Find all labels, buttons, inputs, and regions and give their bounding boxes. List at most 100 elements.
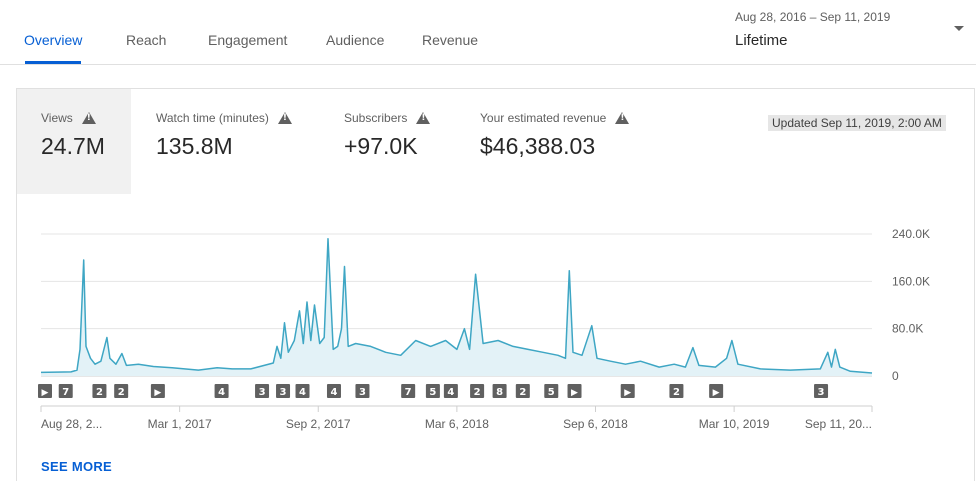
video-marker-label[interactable]: 2	[96, 387, 103, 398]
video-marker-box[interactable]	[620, 384, 635, 398]
analytics-tab-bar: Overview Reach Engagement Audience Reven…	[0, 0, 976, 65]
metric-tab-revenue[interactable]: Your estimated revenue $46,388.03	[455, 89, 655, 194]
video-marker[interactable]: 2	[114, 384, 129, 398]
x-tick-label: Mar 10, 2019	[699, 417, 770, 431]
warning-icon[interactable]	[615, 112, 630, 124]
video-marker-label[interactable]: 2	[519, 387, 526, 398]
video-marker[interactable]: 7	[401, 384, 416, 398]
video-marker-box[interactable]	[295, 384, 310, 398]
video-marker-label[interactable]: 2	[474, 387, 481, 398]
video-marker-box[interactable]	[492, 384, 507, 398]
video-marker-label[interactable]: 4	[330, 387, 337, 398]
video-marker-label[interactable]: 5	[548, 387, 555, 398]
video-marker[interactable]: ▶	[567, 384, 582, 398]
video-marker-box[interactable]	[443, 384, 458, 398]
video-marker-box[interactable]	[255, 384, 270, 398]
video-marker[interactable]: ▶	[38, 384, 52, 398]
video-marker-label[interactable]: ▶	[624, 388, 631, 398]
video-marker-label[interactable]: ▶	[154, 388, 161, 398]
metric-value: 24.7M	[41, 133, 105, 159]
video-marker-box[interactable]	[114, 384, 129, 398]
video-marker[interactable]: 3	[255, 384, 270, 398]
video-marker[interactable]: 5	[425, 384, 440, 398]
video-marker[interactable]: 2	[92, 384, 107, 398]
metric-tab-views[interactable]: Views 24.7M	[17, 89, 131, 194]
video-marker-box[interactable]	[709, 384, 724, 398]
video-marker-box[interactable]	[355, 384, 370, 398]
date-range-selector[interactable]: Lifetime	[735, 32, 788, 49]
video-marker-label[interactable]: 3	[818, 387, 825, 398]
x-tick-label: Mar 1, 2017	[148, 417, 212, 431]
video-marker-label[interactable]: ▶	[42, 388, 49, 398]
metric-value: 135.8M	[156, 133, 233, 159]
metric-label: Subscribers	[344, 111, 408, 125]
video-marker-label[interactable]: 5	[429, 387, 436, 398]
video-marker-box[interactable]	[515, 384, 530, 398]
video-marker[interactable]: 8	[492, 384, 507, 398]
video-marker[interactable]: 3	[814, 384, 829, 398]
video-marker-box[interactable]	[326, 384, 341, 398]
video-marker-label[interactable]: 2	[118, 387, 125, 398]
video-marker-box[interactable]	[92, 384, 107, 398]
video-marker-label[interactable]: 4	[299, 387, 306, 398]
video-marker-box[interactable]	[567, 384, 582, 398]
video-marker[interactable]: 3	[355, 384, 370, 398]
video-marker-label[interactable]: 4	[447, 387, 454, 398]
video-marker-box[interactable]	[669, 384, 684, 398]
video-marker-label[interactable]: ▶	[713, 388, 720, 398]
tab-overview[interactable]: Overview	[24, 32, 83, 48]
video-marker-box[interactable]	[150, 384, 165, 398]
tab-revenue[interactable]: Revenue	[422, 32, 479, 48]
chevron-down-icon[interactable]	[954, 26, 964, 31]
video-marker-label[interactable]: 3	[280, 387, 287, 398]
video-marker-label[interactable]: ▶	[571, 388, 578, 398]
video-marker[interactable]: 7	[58, 384, 73, 398]
video-marker[interactable]: 2	[515, 384, 530, 398]
video-marker[interactable]: 5	[544, 384, 559, 398]
video-marker-box[interactable]	[38, 384, 52, 398]
x-tick-label: Mar 6, 2018	[425, 417, 489, 431]
video-marker-box[interactable]	[814, 384, 829, 398]
tab-engagement[interactable]: Engagement	[208, 32, 288, 48]
video-marker-box[interactable]	[401, 384, 416, 398]
video-marker[interactable]: 2	[470, 384, 485, 398]
see-more-link[interactable]: SEE MORE	[41, 459, 113, 474]
video-marker-label[interactable]: 3	[359, 387, 366, 398]
video-marker[interactable]: ▶	[150, 384, 165, 398]
video-marker[interactable]: 3	[276, 384, 291, 398]
metric-tab-watch-time[interactable]: Watch time (minutes) 135.8M	[131, 89, 311, 194]
video-marker-label[interactable]: 2	[673, 387, 680, 398]
views-area	[41, 238, 872, 376]
video-marker-box[interactable]	[58, 384, 73, 398]
video-marker-box[interactable]	[214, 384, 229, 398]
video-marker[interactable]: 4	[295, 384, 310, 398]
warning-icon[interactable]	[277, 112, 292, 124]
video-marker[interactable]: 4	[214, 384, 229, 398]
video-marker-label[interactable]: 3	[259, 387, 266, 398]
video-marker[interactable]: 4	[326, 384, 341, 398]
metric-label: Views	[41, 111, 73, 125]
video-marker-label[interactable]: 8	[496, 387, 503, 398]
video-marker-box[interactable]	[425, 384, 440, 398]
video-marker-label[interactable]: 4	[218, 387, 225, 398]
views-line	[40, 237, 873, 374]
video-marker[interactable]: ▶	[620, 384, 635, 398]
x-tick-label: Sep 6, 2018	[563, 417, 628, 431]
metric-label: Your estimated revenue	[480, 111, 607, 125]
video-marker-box[interactable]	[544, 384, 559, 398]
y-tick-label: 80.0K	[892, 322, 923, 336]
video-marker[interactable]: 4	[443, 384, 458, 398]
video-marker-label[interactable]: 7	[405, 387, 412, 398]
tab-audience[interactable]: Audience	[326, 32, 385, 48]
warning-icon[interactable]	[81, 112, 96, 124]
warning-icon[interactable]	[416, 112, 431, 124]
video-marker-label[interactable]: 7	[62, 387, 69, 398]
video-marker-box[interactable]	[470, 384, 485, 398]
tab-reach[interactable]: Reach	[126, 32, 167, 48]
video-marker[interactable]: 2	[669, 384, 684, 398]
video-marker-box[interactable]	[276, 384, 291, 398]
video-marker[interactable]: ▶	[709, 384, 724, 398]
metric-tab-subscribers[interactable]: Subscribers +97.0K	[317, 89, 447, 194]
date-range-label[interactable]: Aug 28, 2016 – Sep 11, 2019	[735, 10, 891, 24]
